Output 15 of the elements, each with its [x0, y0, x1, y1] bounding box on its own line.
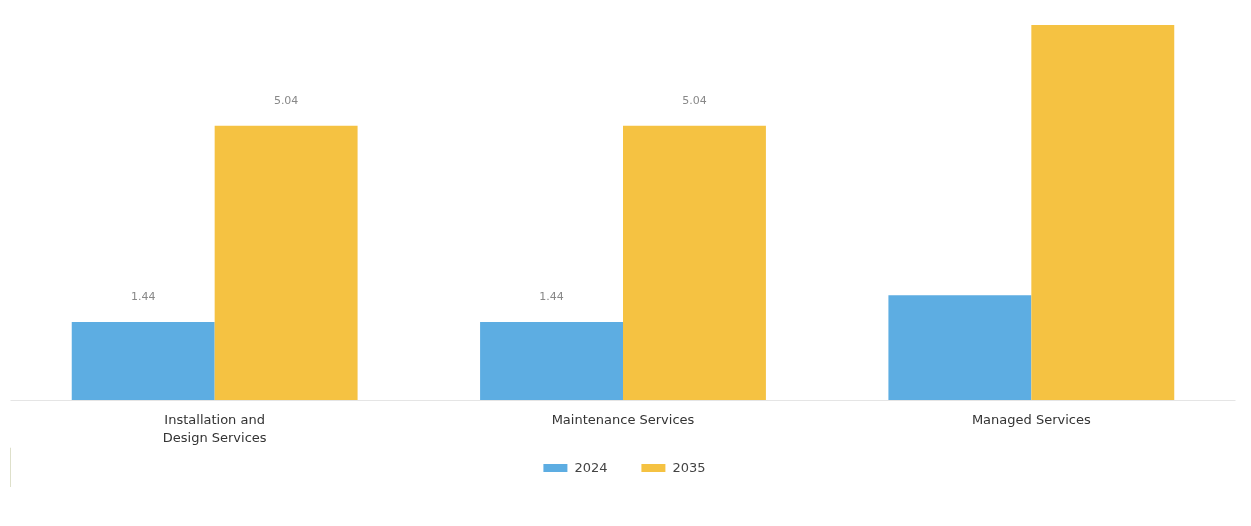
- bar: [71, 322, 215, 401]
- legend-label: 2024: [574, 459, 608, 475]
- x-tick-label: Installation and Design Services: [162, 411, 267, 445]
- data-label: 5.04: [682, 93, 707, 107]
- bar: [1031, 24, 1175, 401]
- data-label: 1.44: [130, 290, 156, 303]
- data-label: 1.44: [539, 290, 564, 303]
- bar: [623, 125, 766, 401]
- data-label: 5.04: [273, 93, 299, 107]
- bar: [480, 322, 623, 401]
- bar: [214, 125, 358, 401]
- x-tick-label: Maintenance Services: [551, 411, 695, 427]
- legend-label: 2035: [672, 459, 706, 475]
- bar: [888, 295, 1032, 401]
- x-tick-label: Managed Services: [971, 411, 1091, 427]
